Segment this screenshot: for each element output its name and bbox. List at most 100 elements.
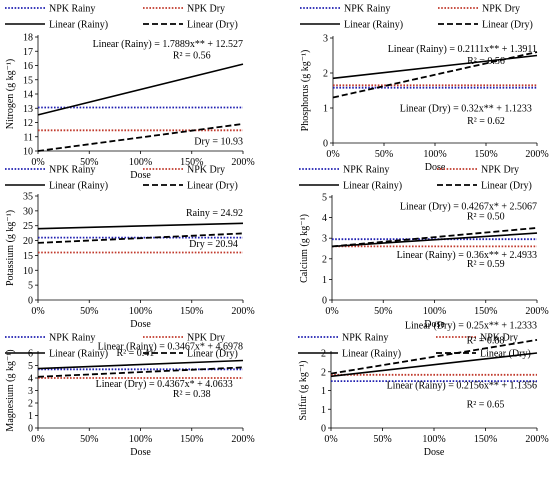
y-tick-label: 10	[23, 266, 33, 277]
y-tick-label: 5	[28, 281, 33, 292]
regression-annotation: Linear (Rainy) = 0.36x** + 2.4933	[397, 250, 537, 261]
regression-annotation: Linear (Dry) = 0.32x** + 1.1233	[400, 104, 532, 115]
legend-label: NPK Rainy	[342, 333, 388, 344]
regression-annotation: R² = 0.88	[467, 336, 505, 347]
series-linear-dry	[331, 227, 538, 248]
y-tick-label: 25	[23, 221, 33, 232]
y-tick-label: 2	[28, 399, 33, 410]
legend-label: Linear (Rainy)	[343, 181, 402, 192]
y-axis-label: Sulfur (g kg⁻¹)	[298, 361, 309, 421]
regression-annotation: R² = 0.59	[467, 259, 505, 270]
x-tick-label: 200%	[525, 149, 548, 160]
y-tick-label: 2	[323, 69, 328, 80]
x-tick-label: 100%	[129, 306, 152, 317]
x-tick-label: 200%	[525, 306, 548, 317]
legend-label: Linear (Dry)	[187, 349, 238, 360]
y-axis-label: Magnesium (g kg⁻¹)	[5, 349, 16, 431]
x-tick-label: 150%	[180, 434, 203, 445]
series-linear-dry	[37, 366, 244, 378]
x-tick-label: 50%	[80, 306, 98, 317]
x-tick-label: 150%	[474, 306, 497, 317]
legend: NPK Rainy NPK Dry Linear (Rainy) Linear (Dr…	[5, 4, 238, 31]
x-tick-label: 100%	[129, 157, 152, 168]
y-tick-label: 0	[322, 296, 327, 307]
legend-label: NPK Rainy	[49, 333, 95, 344]
y-tick-label: 0	[28, 296, 33, 307]
chart-panel-1: NPK Rainy NPK Dry Linear (Rainy) Linear (Dr…	[5, 4, 255, 181]
x-tick-label: 200%	[231, 434, 254, 445]
y-tick-label: 11	[23, 132, 33, 143]
regression-annotation: R² = 0.65	[467, 399, 505, 410]
y-tick-label: 14	[23, 90, 33, 101]
y-tick-label: 1	[321, 386, 326, 397]
legend-label: Linear (Dry)	[187, 20, 238, 31]
y-axis-label: Potassium (g kg⁻¹)	[5, 210, 16, 286]
x-axis-label: Dose	[424, 447, 445, 458]
y-tick-label: 35	[23, 192, 33, 203]
x-axis-label: Dose	[130, 170, 151, 181]
y-tick-label: 15	[23, 251, 33, 262]
legend-label: Linear (Rainy)	[342, 349, 401, 360]
y-tick-label: 4	[28, 374, 33, 385]
regression-annotation: R² = 0.38	[173, 389, 211, 400]
regression-annotation: Linear (Rainy) = 1.7889x** + 12.527	[93, 39, 243, 50]
legend-label: NPK Dry	[480, 333, 518, 344]
x-tick-label: 50%	[373, 434, 391, 445]
legend-label: Linear (Dry)	[481, 181, 532, 192]
regression-annotation: Linear (Rainy) = 0.3467x* + 4.6978	[98, 341, 243, 352]
legend-label: Linear (Rainy)	[344, 20, 403, 31]
y-tick-label: 4	[322, 213, 327, 224]
series-linear-rainy	[37, 359, 244, 370]
y-tick-label: 20	[23, 236, 33, 247]
x-axis-label: Dose	[424, 319, 445, 330]
x-tick-label: 100%	[422, 434, 445, 445]
x-tick-label: 0%	[31, 157, 44, 168]
legend-label: Linear (Dry)	[480, 349, 531, 360]
chart-panel-6: NPK Rainy NPK Dry Linear (Rainy) Linear (Dr…	[298, 321, 549, 458]
regression-annotation: Linear (Dry) = 0.4367x* + 4.0633	[96, 379, 233, 390]
x-axis-label: Dose	[425, 162, 446, 173]
regression-annotation: Linear (Rainy) = 0.2156x** + 1.1356	[387, 381, 537, 392]
regression-annotation: Linear (Dry) = 0.25x** + 1.2333	[405, 321, 537, 332]
regression-annotation: R² = 0.56	[467, 56, 505, 67]
y-tick-label: 17	[23, 47, 33, 58]
x-tick-label: 100%	[423, 149, 446, 160]
series-linear-rainy	[37, 222, 244, 230]
legend-label: Linear (Dry)	[482, 20, 533, 31]
y-tick-label: 13	[23, 104, 33, 115]
y-tick-label: 1	[321, 405, 326, 416]
legend-label: NPK Rainy	[344, 4, 390, 15]
y-tick-label: 2	[321, 349, 326, 360]
legend: NPK Rainy NPK Dry Linear (Rainy) Linear (Dr…	[300, 4, 533, 31]
regression-annotation: R² = 0.41	[116, 348, 154, 359]
series-linear-dry	[37, 123, 244, 152]
regression-annotation: R² = 0.62	[467, 116, 505, 127]
x-tick-label: 50%	[375, 149, 393, 160]
x-tick-label: 0%	[326, 149, 339, 160]
x-tick-label: 50%	[80, 434, 98, 445]
legend: NPK Rainy NPK Dry Linear (Rainy) Linear (Dr…	[299, 165, 532, 192]
y-tick-label: 10	[23, 147, 33, 158]
y-tick-label: 5	[322, 193, 327, 204]
legend-label: NPK Rainy	[49, 165, 95, 176]
regression-annotation: Linear (Rainy) = 0.2111x** + 1.3911	[388, 44, 537, 55]
y-tick-label: 2	[322, 254, 327, 265]
x-tick-label: 150%	[474, 434, 497, 445]
x-tick-label: 100%	[129, 434, 152, 445]
x-tick-label: 150%	[180, 306, 203, 317]
regression-annotation: Rainy = 24.92	[186, 208, 243, 219]
legend-label: NPK Dry	[481, 165, 519, 176]
x-tick-label: 150%	[474, 149, 497, 160]
y-tick-label: 16	[23, 61, 33, 72]
legend-label: NPK Dry	[482, 4, 520, 15]
x-tick-label: 50%	[80, 157, 98, 168]
y-tick-label: 3	[322, 234, 327, 245]
legend-label: Linear (Rainy)	[49, 349, 108, 360]
legend-label: Linear (Rainy)	[49, 20, 108, 31]
x-tick-label: 0%	[324, 434, 337, 445]
series-linear-rainy	[37, 63, 244, 116]
y-tick-label: 3	[28, 386, 33, 397]
chart-panel-5: NPK Rainy NPK Dry Linear (Rainy) Linear (Dr…	[5, 333, 255, 458]
regression-annotation: Dry = 10.93	[194, 137, 243, 148]
